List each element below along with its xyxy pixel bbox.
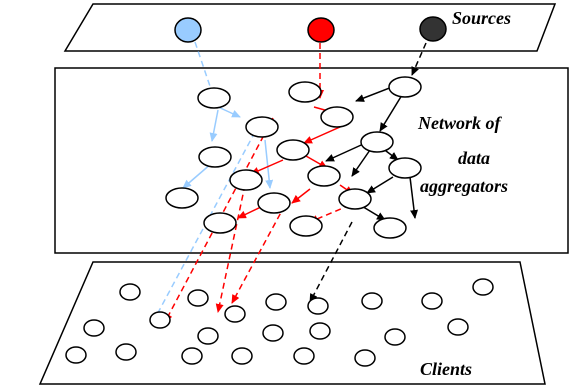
arrow-blue bbox=[264, 139, 274, 189]
aggregator-node bbox=[197, 87, 231, 109]
client-node bbox=[83, 319, 105, 337]
aggregator-node bbox=[257, 192, 291, 214]
source-nodes bbox=[174, 16, 447, 43]
client-node bbox=[265, 293, 287, 311]
client-node bbox=[447, 318, 469, 336]
arrow-blue bbox=[209, 109, 219, 142]
arrow-blue bbox=[152, 131, 256, 323]
aggregator-node bbox=[203, 212, 237, 234]
client-node bbox=[149, 311, 171, 329]
sources-label: Sources bbox=[452, 8, 511, 28]
source-node-black bbox=[419, 16, 447, 42]
aggregator-node bbox=[198, 146, 232, 168]
arrow-red bbox=[291, 188, 311, 204]
clients-plane bbox=[38, 261, 546, 385]
aggregator-node bbox=[288, 81, 322, 103]
arrow-red bbox=[303, 126, 341, 144]
aggregator-node bbox=[388, 157, 422, 179]
network-label-line2: data bbox=[458, 148, 490, 168]
arrow-red bbox=[237, 205, 264, 219]
source-node-blue bbox=[174, 17, 202, 43]
aggregator-node bbox=[289, 215, 323, 237]
client-node bbox=[65, 346, 87, 364]
aggregator-node bbox=[360, 131, 394, 153]
aggregator-nodes bbox=[165, 76, 422, 239]
aggregator-node bbox=[388, 76, 422, 98]
arrow-black bbox=[409, 176, 419, 219]
client-node bbox=[181, 347, 203, 365]
client-node bbox=[224, 305, 246, 323]
client-node bbox=[354, 349, 376, 367]
aggregator-node bbox=[307, 165, 341, 187]
client-node bbox=[307, 297, 329, 315]
aggregator-node bbox=[165, 187, 199, 209]
arrow-black bbox=[351, 149, 371, 177]
client-node bbox=[197, 327, 219, 345]
source-node-red bbox=[307, 17, 335, 43]
arrow-red bbox=[215, 184, 246, 313]
clients-label: Clients bbox=[420, 359, 472, 379]
aggregator-node bbox=[276, 139, 310, 161]
client-nodes bbox=[65, 278, 494, 367]
aggregator-node bbox=[373, 217, 407, 239]
arrow-black bbox=[411, 42, 427, 76]
aggregator-node bbox=[229, 169, 263, 191]
arrow-red bbox=[309, 204, 351, 223]
arrow-red bbox=[231, 204, 286, 304]
client-node bbox=[384, 328, 406, 346]
client-node bbox=[309, 322, 331, 340]
client-node bbox=[231, 347, 253, 365]
aggregator-node bbox=[245, 116, 279, 138]
client-node bbox=[361, 292, 383, 310]
client-node bbox=[187, 289, 209, 307]
client-node bbox=[262, 324, 284, 342]
aggregator-node bbox=[320, 106, 354, 128]
arrow-blue bbox=[182, 162, 213, 189]
client-node bbox=[115, 343, 137, 361]
client-node bbox=[293, 347, 315, 365]
client-node bbox=[119, 283, 141, 301]
network-label-line1: Network of bbox=[417, 113, 503, 133]
network-label-line3: aggregators bbox=[420, 176, 508, 196]
arrow-black bbox=[366, 176, 394, 194]
arrow-black bbox=[309, 221, 353, 303]
client-node bbox=[421, 292, 443, 310]
aggregator-node bbox=[338, 188, 372, 210]
arrow-black bbox=[379, 94, 403, 132]
client-node bbox=[472, 278, 494, 296]
